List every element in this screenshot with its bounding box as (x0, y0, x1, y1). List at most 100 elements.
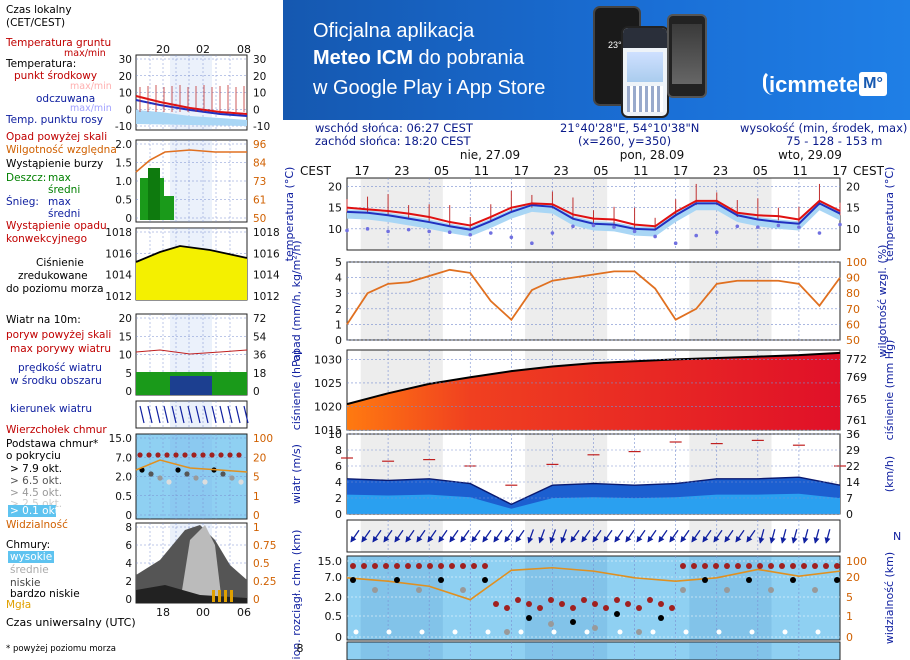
legend-max-min-3: max/min (70, 103, 112, 114)
legend-ytick-wind: 15 (119, 331, 132, 343)
dew-point (530, 241, 534, 246)
legend-cloud-top-dot (173, 452, 179, 458)
legend-punkt-rosy: Temp. punktu rosy (6, 114, 104, 126)
legend-ytick-right-wind: 54 (253, 331, 267, 343)
wind-ytick: 8 (335, 444, 342, 457)
wind-arrow-head (449, 535, 456, 543)
cloud-top-dot (647, 597, 653, 603)
night-band (689, 642, 772, 660)
legend-ytick-right-temp: 10 (253, 88, 266, 100)
legend-cisnienie-1: Ciśnienie (36, 257, 84, 269)
cloud-low-dot (782, 629, 788, 635)
legend-cet: (CET/CEST) (6, 17, 66, 29)
legend-deszcz-sredni: średni (48, 184, 81, 196)
night-band (689, 520, 772, 552)
legend-ytick-right-precip: 84 (253, 158, 267, 170)
cloud-ytick: 7.0 (325, 571, 343, 584)
cloud-top-dot (361, 563, 367, 569)
hour-tick-label: 23 (554, 164, 569, 178)
cloud-base-dot (504, 629, 510, 635)
night-band (360, 520, 443, 552)
legend-ytick-cl: 2 (125, 576, 132, 588)
precip-ytick: 3 (335, 287, 342, 300)
legend-okt-79: > 7.9 okt. (10, 463, 63, 475)
dew-point (386, 229, 390, 234)
legend-ytick-right-precip: 96 (253, 139, 267, 151)
wind-arrow (813, 529, 820, 544)
cloud-base-dot (394, 577, 400, 583)
dew-point (653, 234, 657, 239)
cloud-top-dot (724, 563, 730, 569)
legend-ytick-temp: 10 (119, 88, 132, 100)
cloud-base-dot (592, 625, 598, 631)
cloud-base-dot (790, 577, 796, 583)
pressure-mmhg-tick: 772 (846, 353, 867, 366)
visibility-ylabel: widzialność (km) (883, 552, 896, 644)
sunset-text: zachód słońca: 18:20 CEST (315, 134, 471, 148)
wind-arrow-head (527, 536, 534, 544)
legend-cisnienie-3: do poziomu morza (6, 283, 104, 295)
wind-arrow (504, 529, 514, 543)
wind-arrow-head (460, 535, 467, 543)
wind-arrow-head (592, 535, 599, 543)
temp-ylabel-right: temperatura (°C) (883, 167, 896, 262)
temp-ytick-right: 10 (846, 223, 860, 236)
wind-arrow (581, 529, 591, 543)
legend-ytick-right-cloud: 1 (253, 491, 260, 503)
cloud-top-dot (438, 563, 444, 569)
legend-wind-arrow (235, 405, 241, 424)
legend-wind-arrow (203, 405, 209, 424)
cloud-top-dot (680, 563, 686, 569)
legend-bardzo-niskie: bardzo niskie (10, 588, 80, 600)
cloud-top-dot (779, 563, 785, 569)
phone-dark (667, 14, 707, 98)
pressure-ytick: 1015 (314, 424, 342, 437)
wind-arrow-head (669, 535, 676, 543)
app-banner[interactable]: Oficjalna aplikacja Meteo ICM do pobrani… (283, 0, 910, 120)
cloud-base-dot (482, 577, 488, 583)
cloud-base-dot (438, 577, 444, 583)
wind-arrow (746, 529, 756, 543)
legend-max-min: max/min (64, 48, 106, 59)
cloud-top-dot (559, 601, 565, 607)
night-band (360, 642, 443, 660)
cloud-top-dot (460, 563, 466, 569)
humidity-ylabel: wilgotność wzgl. (%) (876, 245, 889, 358)
wind-arrow-head (702, 535, 709, 543)
legend-wind-arrow (171, 405, 177, 424)
legend-ytick-right-temp: 0 (253, 104, 260, 116)
cloud-low-dot (551, 629, 557, 635)
cloud-top-dot (405, 563, 411, 569)
legend-wyst-opadu-1: Wystąpienie opadu (6, 220, 107, 232)
pressure-line (346, 351, 841, 406)
legend-wind-arrow (139, 405, 145, 424)
hour-tick-label: 11 (633, 164, 648, 178)
legend-ytick-right-precip: 61 (253, 195, 266, 207)
legend-okt-65: > 6.5 okt. (10, 475, 63, 487)
legend-cloud-base-dot (175, 467, 181, 473)
legend-cloud-top-dot (218, 452, 224, 458)
cloud-base-dot (680, 587, 686, 593)
wind-arrow (658, 529, 668, 543)
pressure-ytick: 1020 (314, 400, 342, 413)
logo-text: icmmeteo (769, 72, 872, 97)
cloud-top-dot (350, 563, 356, 569)
cloud-base-dot (350, 577, 356, 583)
cloud-low-dot (518, 629, 524, 635)
wind-area-mean (347, 493, 840, 514)
legend-vis-line (135, 459, 248, 473)
logo-badge: M° (859, 72, 887, 96)
humidity-ytick: 60 (846, 318, 860, 331)
logo-icon (763, 70, 782, 95)
legend-ytick-press: 1016 (105, 248, 132, 260)
cloud-top-dot (537, 605, 543, 611)
pressure-ytick: 1030 (314, 353, 342, 366)
wind-arrow-head (560, 536, 567, 544)
legend-ytick-right-cl: 0.25 (253, 576, 276, 588)
legend-cloud-top-dot (227, 452, 233, 458)
cloud-base-dot (724, 587, 730, 593)
day-label: pon, 28.09 (620, 148, 685, 162)
dew-point (571, 224, 575, 229)
dew-point (735, 224, 740, 229)
